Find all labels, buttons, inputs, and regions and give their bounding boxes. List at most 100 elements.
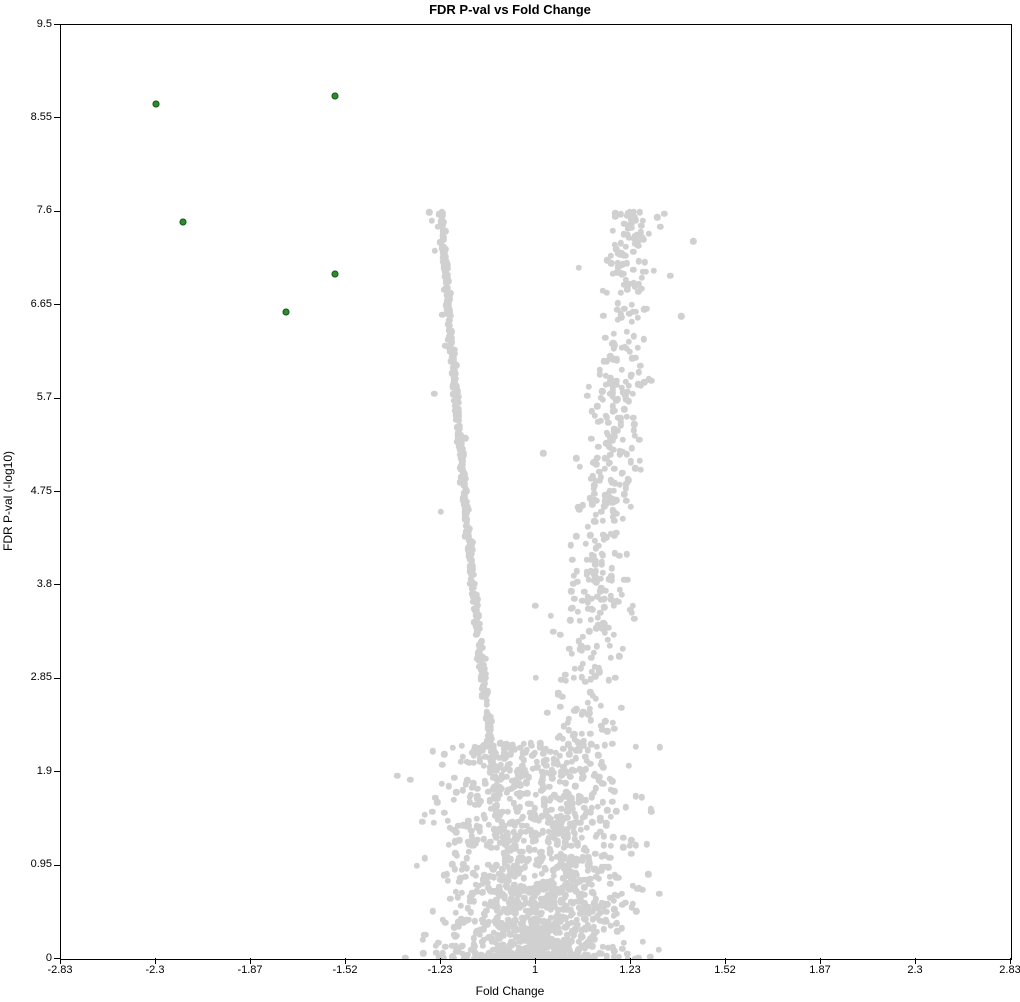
scatter-point bbox=[426, 209, 432, 215]
scatter-point bbox=[435, 940, 441, 946]
y-tick-mark bbox=[54, 304, 60, 305]
scatter-point bbox=[583, 954, 589, 960]
y-tick-mark bbox=[54, 24, 60, 25]
scatter-point bbox=[637, 467, 643, 473]
scatter-point bbox=[462, 476, 468, 482]
scatter-point bbox=[480, 763, 486, 769]
scatter-point bbox=[519, 816, 525, 822]
scatter-point bbox=[616, 953, 622, 959]
scatter-point bbox=[584, 644, 590, 650]
scatter-point bbox=[431, 390, 437, 396]
scatter-point bbox=[544, 710, 550, 716]
scatter-point bbox=[615, 300, 621, 306]
scatter-point bbox=[645, 231, 651, 237]
scatter-point bbox=[608, 655, 614, 661]
scatter-point bbox=[635, 258, 641, 264]
scatter-point bbox=[607, 643, 613, 649]
scatter-point bbox=[633, 908, 639, 914]
scatter-point bbox=[597, 588, 603, 594]
scatter-point bbox=[595, 868, 601, 874]
scatter-point bbox=[614, 892, 620, 898]
scatter-point bbox=[444, 817, 450, 823]
volcano-chart: FDR P-val vs Fold Change FDR P-val (-log… bbox=[0, 0, 1020, 1002]
x-axis-label: Fold Change bbox=[0, 984, 1020, 998]
scatter-point bbox=[637, 458, 643, 464]
scatter-point bbox=[604, 901, 610, 907]
scatter-point bbox=[557, 704, 563, 710]
scatter-point bbox=[450, 955, 456, 960]
scatter-point bbox=[581, 884, 587, 890]
scatter-point bbox=[610, 387, 616, 393]
scatter-point bbox=[607, 881, 613, 887]
scatter-point bbox=[597, 371, 603, 377]
scatter-point bbox=[572, 783, 578, 789]
scatter-point bbox=[620, 436, 626, 442]
scatter-point bbox=[618, 705, 624, 711]
scatter-point bbox=[524, 858, 530, 864]
scatter-point bbox=[533, 675, 539, 681]
scatter-point bbox=[613, 808, 619, 814]
scatter-point bbox=[588, 435, 594, 441]
scatter-point bbox=[594, 643, 600, 649]
scatter-point bbox=[588, 805, 594, 811]
scatter-point bbox=[511, 823, 517, 829]
scatter-point bbox=[452, 910, 458, 916]
scatter-point bbox=[419, 819, 425, 825]
x-tick-mark bbox=[155, 958, 156, 964]
scatter-point bbox=[458, 902, 464, 908]
scatter-point bbox=[610, 834, 616, 840]
scatter-point bbox=[602, 742, 608, 748]
scatter-point bbox=[476, 802, 482, 808]
scatter-point bbox=[471, 760, 477, 766]
scatter-point bbox=[451, 774, 457, 780]
scatter-point bbox=[657, 223, 663, 229]
scatter-point bbox=[430, 748, 436, 754]
scatter-point bbox=[484, 702, 490, 708]
scatter-point bbox=[616, 653, 622, 659]
scatter-point bbox=[442, 944, 448, 950]
scatter-point bbox=[445, 278, 451, 284]
scatter-point bbox=[584, 824, 590, 830]
scatter-point bbox=[538, 911, 544, 917]
scatter-point bbox=[574, 954, 580, 960]
scatter-point bbox=[616, 552, 622, 558]
scatter-point bbox=[561, 954, 567, 960]
scatter-point bbox=[592, 785, 598, 791]
x-tick-mark bbox=[725, 958, 726, 964]
scatter-point bbox=[630, 391, 636, 397]
scatter-point bbox=[592, 519, 598, 525]
scatter-point bbox=[608, 842, 614, 848]
scatter-point bbox=[611, 602, 617, 608]
scatter-point bbox=[540, 450, 546, 456]
scatter-point bbox=[597, 478, 603, 484]
scatter-point bbox=[568, 542, 574, 548]
scatter-point bbox=[439, 762, 445, 768]
y-tick-mark bbox=[54, 678, 60, 679]
scatter-point bbox=[588, 655, 594, 661]
scatter-point bbox=[612, 675, 618, 681]
scatter-point bbox=[638, 275, 644, 281]
scatter-point bbox=[568, 588, 574, 594]
x-tick-mark bbox=[250, 958, 251, 964]
scatter-point bbox=[608, 814, 614, 820]
scatter-point bbox=[611, 517, 617, 523]
scatter-point bbox=[612, 466, 618, 472]
scatter-point bbox=[421, 855, 427, 861]
scatter-point bbox=[456, 878, 462, 884]
scatter-point bbox=[539, 830, 545, 836]
scatter-point bbox=[429, 908, 435, 914]
scatter-point bbox=[589, 819, 595, 825]
scatter-point bbox=[474, 596, 480, 602]
y-tick-label: 1.9 bbox=[37, 765, 52, 777]
scatter-point bbox=[566, 715, 572, 721]
scatter-point bbox=[609, 577, 615, 583]
scatter-point bbox=[535, 817, 541, 823]
scatter-point bbox=[570, 674, 576, 680]
scatter-point bbox=[636, 955, 642, 960]
plot-area bbox=[60, 24, 1012, 960]
scatter-point bbox=[586, 628, 592, 634]
scatter-point bbox=[661, 211, 667, 217]
scatter-point bbox=[615, 427, 621, 433]
scatter-point bbox=[637, 209, 643, 215]
scatter-point bbox=[472, 840, 478, 846]
